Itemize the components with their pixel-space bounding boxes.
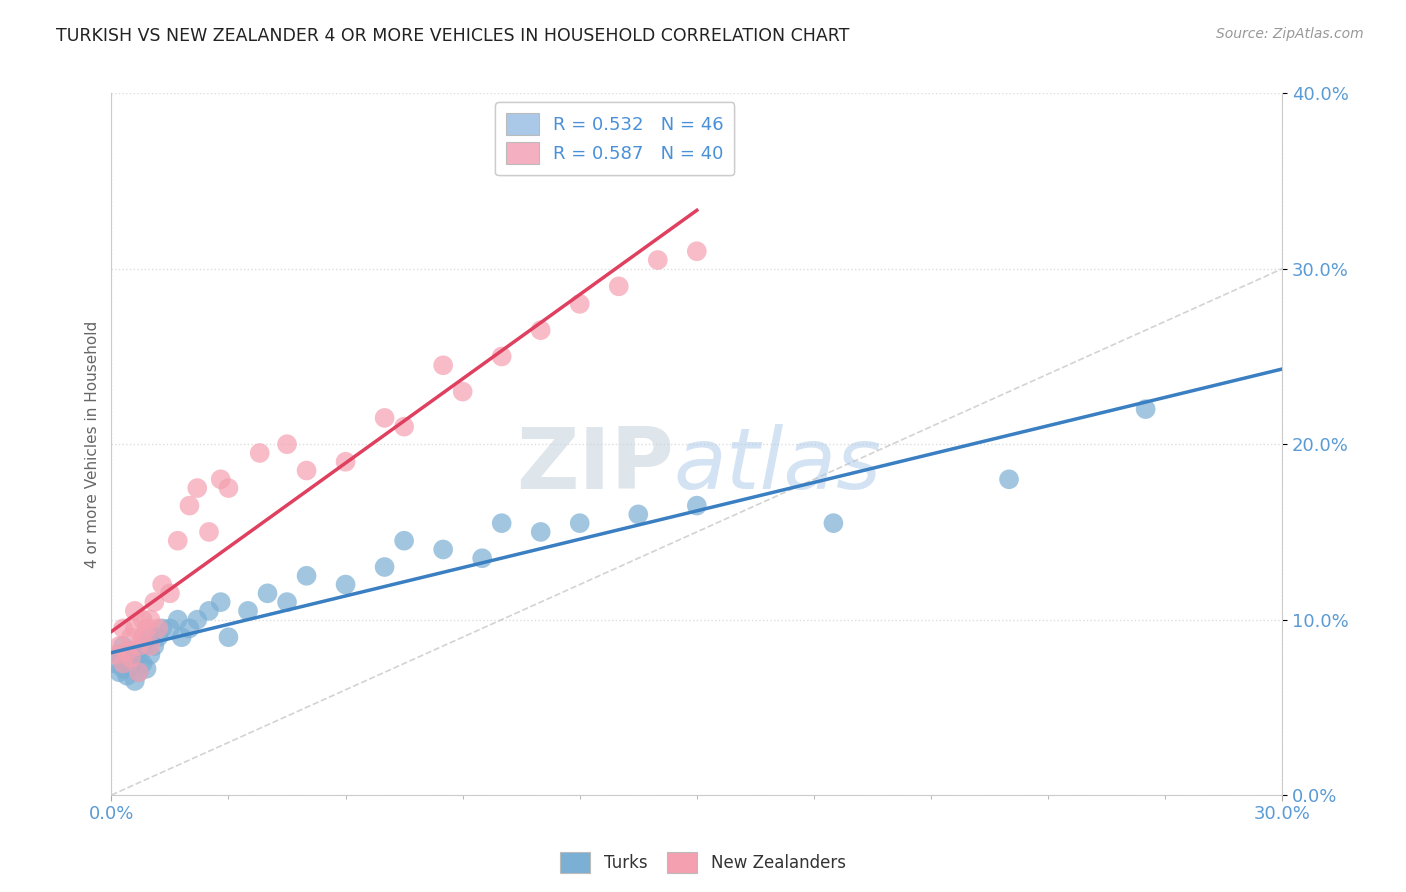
Point (295, 463, 318, 477)
Point (1135, 402, 1157, 417)
Point (568, 297, 591, 311)
Point (471, 551, 494, 566)
Point (124, 621, 146, 635)
Point (128, 665, 150, 680)
Point (131, 639, 153, 653)
Point (166, 533, 188, 548)
Point (491, 350, 513, 364)
Text: ZIP: ZIP (516, 424, 673, 507)
Point (170, 630, 193, 644)
Point (128, 639, 150, 653)
Point (131, 630, 153, 644)
Point (120, 660, 142, 674)
Text: atlas: atlas (673, 424, 882, 507)
Point (295, 568, 318, 582)
Point (335, 455, 357, 469)
Point (647, 252, 669, 267)
Point (108, 639, 131, 653)
Point (374, 410, 396, 425)
Point (627, 508, 650, 522)
Point (148, 621, 170, 635)
Point (530, 323, 553, 337)
Point (124, 651, 146, 665)
Point (218, 481, 240, 495)
Point (135, 662, 157, 676)
Point (276, 437, 298, 451)
Point (112, 621, 135, 635)
Point (236, 604, 259, 618)
Point (686, 244, 709, 259)
Point (392, 419, 415, 434)
Point (179, 499, 201, 513)
Point (104, 648, 127, 662)
Point (124, 604, 146, 618)
Point (166, 613, 188, 627)
Point (249, 446, 271, 460)
Point (335, 577, 357, 591)
Point (186, 613, 208, 627)
Point (139, 648, 162, 662)
Point (112, 657, 135, 671)
Point (131, 613, 153, 627)
Point (432, 542, 454, 557)
Point (139, 639, 162, 653)
Point (139, 630, 162, 644)
Y-axis label: 4 or more Vehicles in Household: 4 or more Vehicles in Household (86, 320, 100, 568)
Point (135, 621, 157, 635)
Point (218, 630, 240, 644)
Point (108, 665, 131, 680)
Text: TURKISH VS NEW ZEALANDER 4 OR MORE VEHICLES IN HOUSEHOLD CORRELATION CHART: TURKISH VS NEW ZEALANDER 4 OR MORE VEHIC… (56, 27, 849, 45)
Point (150, 577, 173, 591)
Point (115, 651, 138, 665)
Point (150, 621, 173, 635)
Point (120, 630, 142, 644)
Point (115, 669, 138, 683)
Point (159, 621, 181, 635)
Point (104, 657, 127, 671)
Point (128, 665, 150, 680)
Point (139, 613, 162, 627)
Point (148, 630, 170, 644)
Point (198, 604, 221, 618)
Point (124, 673, 146, 688)
Point (143, 595, 166, 609)
Point (256, 586, 278, 600)
Point (374, 560, 396, 574)
Point (209, 595, 232, 609)
Point (823, 516, 845, 530)
Point (186, 481, 208, 495)
Point (143, 639, 166, 653)
Point (568, 516, 591, 530)
Point (179, 621, 201, 635)
Point (112, 639, 135, 653)
Point (128, 648, 150, 662)
Point (607, 279, 630, 293)
Point (198, 524, 221, 539)
Point (432, 358, 454, 372)
Text: Source: ZipAtlas.com: Source: ZipAtlas.com (1216, 27, 1364, 41)
Point (108, 648, 131, 662)
Legend: Turks, New Zealanders: Turks, New Zealanders (554, 846, 852, 880)
Point (530, 524, 553, 539)
Point (115, 644, 138, 658)
Point (120, 651, 142, 665)
Point (131, 657, 153, 671)
Point (120, 644, 142, 658)
Point (491, 516, 513, 530)
Point (112, 662, 135, 676)
Point (276, 595, 298, 609)
Legend: R = 0.532   N = 46, R = 0.587   N = 40: R = 0.532 N = 46, R = 0.587 N = 40 (495, 103, 734, 176)
Point (392, 533, 415, 548)
Point (451, 384, 474, 399)
Point (209, 472, 232, 486)
Point (159, 586, 181, 600)
Point (998, 472, 1021, 486)
Point (686, 499, 709, 513)
